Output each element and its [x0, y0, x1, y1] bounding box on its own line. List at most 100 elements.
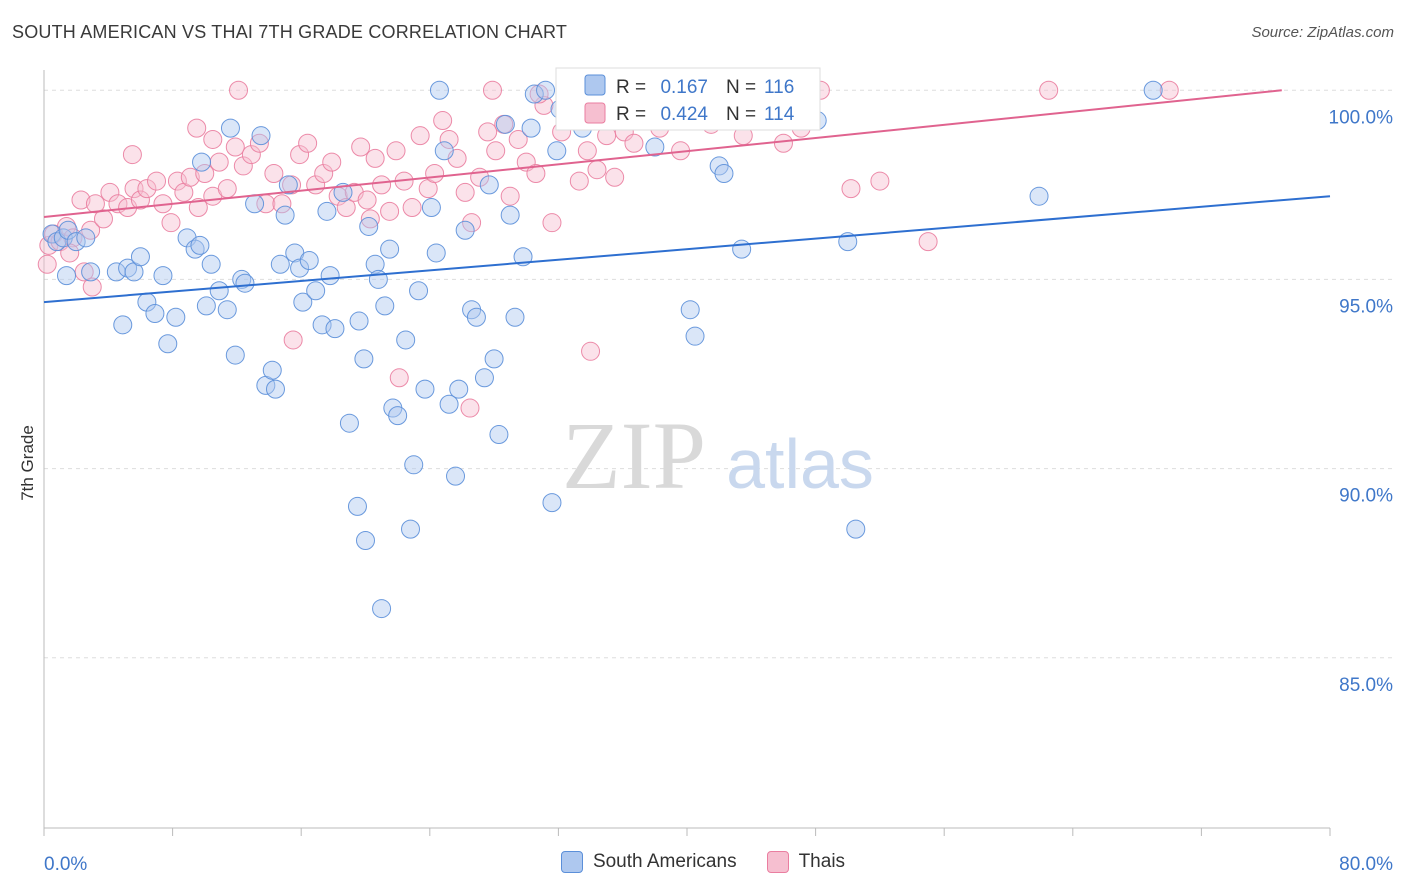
south-americans-point — [1029, 186, 1049, 206]
thais-point — [314, 163, 334, 183]
south-americans-trend-line — [43, 195, 1331, 304]
south-americans-point — [325, 319, 345, 339]
thais-point — [37, 254, 57, 274]
thais-point — [209, 152, 229, 172]
south-americans-point — [275, 205, 295, 225]
stats-r-value-1: 0.167 — [660, 77, 708, 98]
south-americans-point — [81, 262, 101, 282]
stats-n-label-1: N = — [726, 77, 756, 98]
thais-point — [581, 341, 601, 361]
thais-trend-line — [43, 89, 1282, 218]
thais-point — [241, 145, 261, 165]
south-americans-point — [439, 394, 459, 414]
thais-point — [147, 171, 167, 191]
thais-point — [195, 163, 215, 183]
south-americans-point — [388, 406, 408, 426]
y-tick-label: 100.0% — [1329, 107, 1394, 128]
south-americans-point — [47, 232, 67, 252]
south-americans-point — [521, 118, 541, 138]
y-tick-label: 90.0% — [1339, 486, 1393, 507]
x-tick-label-max: 80.0% — [1339, 854, 1393, 875]
south-americans-point — [220, 118, 240, 138]
thais-point — [365, 148, 385, 168]
stats-legend-swatch-pink — [584, 102, 606, 124]
south-americans-point — [542, 493, 562, 513]
south-americans-point — [500, 205, 520, 225]
south-americans-point — [484, 349, 504, 369]
south-americans-point — [58, 220, 78, 240]
thais-point — [188, 198, 208, 218]
chart-title: SOUTH AMERICAN VS THAI 7TH GRADE CORRELA… — [12, 22, 568, 42]
thais-point — [870, 171, 890, 191]
legend-item-thais[interactable]: Thais — [766, 851, 845, 873]
south-americans-point — [429, 80, 449, 100]
south-americans-point — [293, 292, 313, 312]
south-americans-point — [495, 114, 515, 134]
south-americans-point — [421, 198, 441, 218]
thais-point — [167, 171, 187, 191]
south-americans-points — [42, 80, 1163, 619]
thais-point — [180, 167, 200, 187]
south-americans-point — [209, 281, 229, 301]
south-americans-point — [251, 126, 271, 146]
south-americans-point — [278, 175, 298, 195]
thais-point — [587, 160, 607, 180]
south-americans-point — [409, 281, 429, 301]
thais-point — [918, 232, 938, 252]
south-americans-point — [446, 466, 466, 486]
thais-point — [372, 175, 392, 195]
south-americans-point — [130, 247, 150, 267]
south-americans-point — [262, 360, 282, 380]
south-americans-point — [375, 296, 395, 316]
thais-point — [1159, 80, 1179, 100]
thais-point — [482, 80, 502, 100]
watermark-atlas: atlas — [726, 425, 874, 503]
thais-point — [773, 133, 793, 153]
south-americans-point — [339, 413, 359, 433]
south-americans-point — [217, 300, 237, 320]
thais-point — [233, 156, 253, 176]
thais-point — [529, 84, 549, 104]
south-americans-point — [365, 254, 385, 274]
south-americans-point — [732, 239, 752, 259]
thais-point — [577, 141, 597, 161]
series-legend: South Americans Thais — [0, 851, 1406, 873]
thais-point — [500, 186, 520, 206]
south-americans-point — [270, 254, 290, 274]
stats-legend: R = 0.167 N = 116 R = 0.424 N = 114 — [555, 67, 821, 131]
stats-r-value-2: 0.424 — [660, 104, 708, 125]
x-ticks — [43, 828, 1331, 836]
stats-r-label-2: R = — [616, 104, 646, 125]
south-americans-point — [232, 269, 252, 289]
south-americans-point — [235, 273, 255, 293]
legend-item-south-americans[interactable]: South Americans — [560, 851, 737, 873]
legend-label-south-americans: South Americans — [592, 851, 737, 872]
stats-legend-swatch-blue — [584, 74, 606, 96]
thais-point — [351, 137, 371, 157]
y-tick-label: 85.0% — [1339, 675, 1393, 696]
thais-point — [1039, 80, 1059, 100]
y-tick-label: 95.0% — [1339, 296, 1393, 317]
thais-point — [298, 133, 318, 153]
thais-point — [264, 163, 284, 183]
south-americans-point — [401, 519, 421, 539]
thais-point — [130, 190, 150, 210]
watermark-zip: ZIP — [562, 402, 706, 509]
south-americans-point — [513, 247, 533, 267]
south-americans-point — [449, 379, 469, 399]
south-americans-point — [306, 281, 326, 301]
thais-point — [85, 194, 105, 214]
south-americans-point — [317, 201, 337, 221]
thais-point — [290, 145, 310, 165]
source-label: Source: ZipAtlas.com — [1251, 24, 1394, 41]
south-americans-point — [356, 530, 375, 550]
thais-point — [433, 111, 453, 131]
south-americans-point — [466, 307, 486, 327]
south-americans-point — [349, 311, 369, 331]
south-americans-point — [474, 368, 494, 388]
south-americans-point — [645, 137, 665, 157]
south-americans-point — [66, 232, 86, 252]
thais-point — [526, 163, 546, 183]
thais-point — [841, 179, 861, 199]
